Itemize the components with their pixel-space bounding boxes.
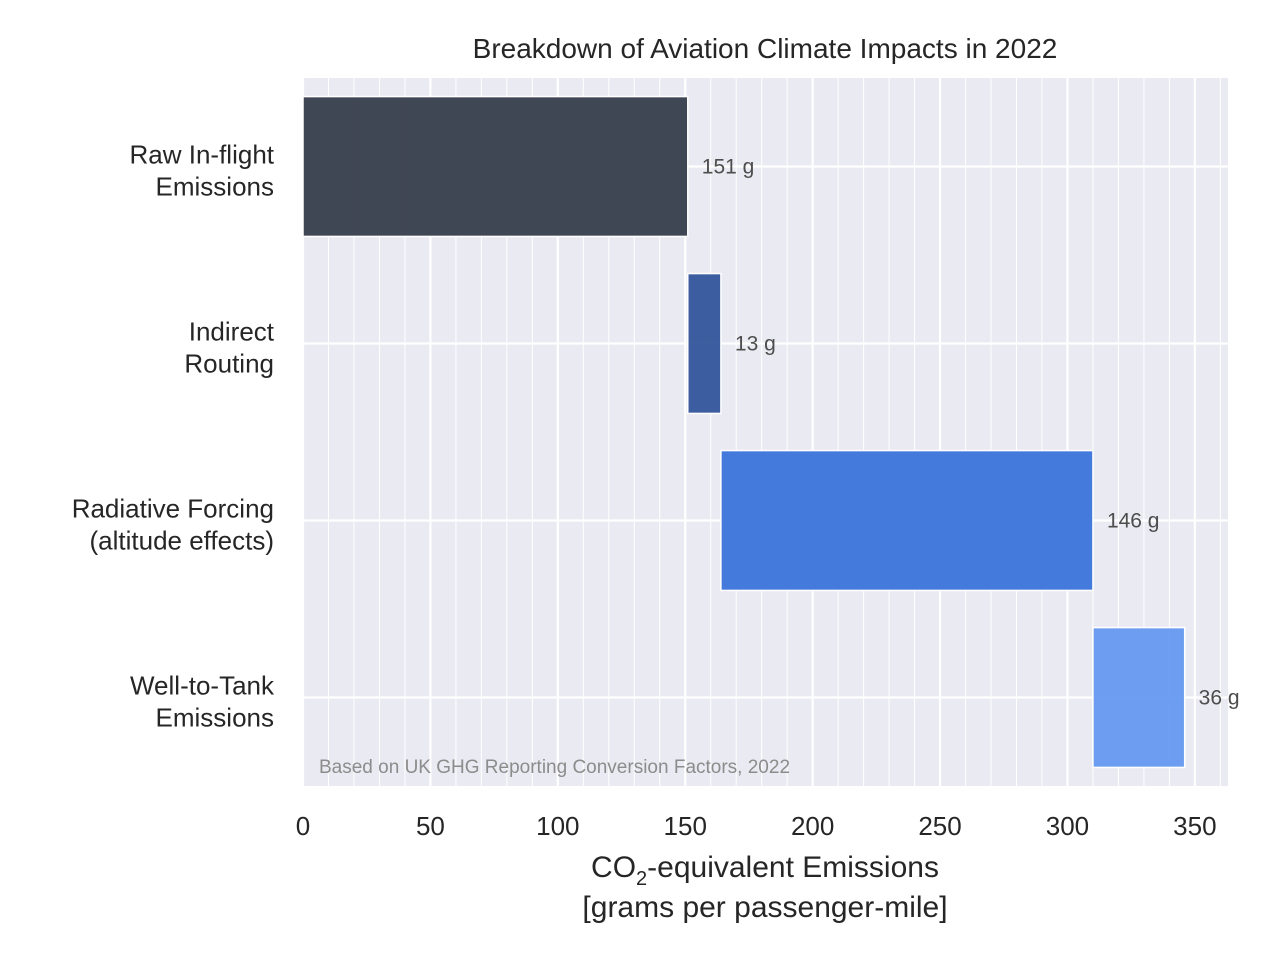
category-label-line: Raw In-flight — [130, 140, 275, 170]
x-axis-label-post: -equivalent Emissions — [647, 851, 939, 884]
bar-value-label: 13 g — [735, 333, 776, 356]
chart-title: Breakdown of Aviation Climate Impacts in… — [473, 33, 1058, 64]
bar-value-label: 36 g — [1199, 687, 1240, 710]
x-axis-label-line2: [grams per passenger-mile] — [582, 891, 947, 924]
x-tick-label: 350 — [1173, 811, 1216, 841]
bar — [302, 95, 689, 238]
bar — [687, 272, 722, 415]
category-label-line: Indirect — [189, 317, 275, 347]
category-label-line: Well-to-Tank — [130, 671, 275, 701]
category-label: Raw In-flight Emissions — [130, 140, 275, 202]
category-label-line: Radiative Forcing — [72, 494, 274, 524]
x-tick-label: 150 — [664, 811, 707, 841]
x-axis-label: CO2-equivalent Emissions — [591, 851, 939, 890]
category-label-line: Emissions — [156, 703, 274, 733]
x-tick-label: 300 — [1046, 811, 1089, 841]
category-label: Radiative Forcing (altitude effects) — [72, 494, 274, 556]
x-axis-label-subscript: 2 — [636, 868, 647, 890]
x-tick-label: 200 — [791, 811, 834, 841]
bar — [720, 449, 1094, 592]
bars-group — [302, 95, 1186, 769]
x-tick-label: 0 — [296, 811, 310, 841]
x-tick-labels-group: 0 50 100 150 200 250 300 350 — [296, 811, 1217, 841]
category-label-line: (altitude effects) — [89, 526, 274, 556]
category-label: Well-to-Tank Emissions — [130, 671, 275, 733]
category-label: Indirect Routing — [184, 317, 274, 379]
bar — [1092, 626, 1186, 769]
x-tick-label: 50 — [416, 811, 445, 841]
value-labels-group: 151 g 13 g 146 g 36 g — [702, 156, 1240, 710]
bar-value-label: 151 g — [702, 156, 755, 179]
x-axis-label-pre: CO — [591, 851, 636, 884]
x-tick-label: 100 — [536, 811, 579, 841]
bar-value-label: 146 g — [1107, 510, 1160, 533]
source-annotation: Based on UK GHG Reporting Conversion Fac… — [319, 757, 790, 778]
category-label-line: Routing — [184, 349, 274, 379]
category-label-line: Emissions — [156, 172, 274, 202]
x-tick-label: 250 — [918, 811, 961, 841]
